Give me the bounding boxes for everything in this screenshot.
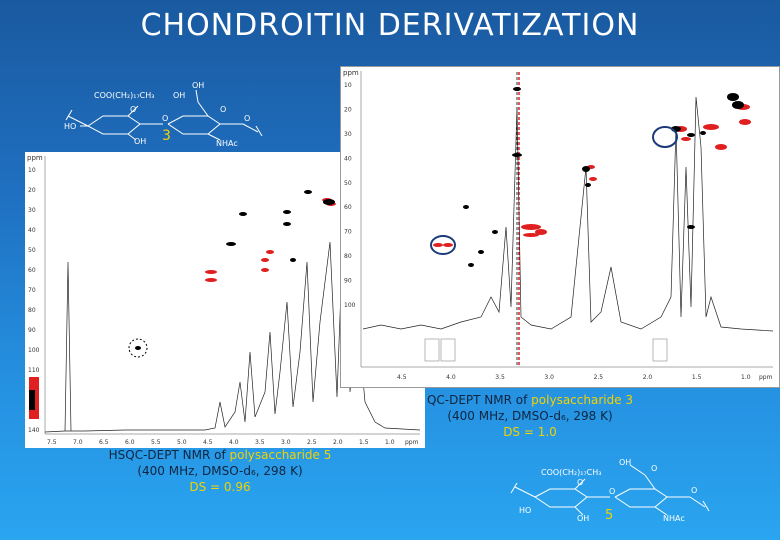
structure-bottom-o3: O xyxy=(651,464,657,473)
right-x-tick-label: 2.5 xyxy=(594,374,604,381)
left-x-tick-label: 7.5 xyxy=(47,439,57,446)
left-x-tick-label: 2.5 xyxy=(307,439,317,446)
left-x-tick-label: 7.0 xyxy=(73,439,83,446)
caption-right-prefix: QC-DEPT NMR of xyxy=(426,393,532,407)
right-ppm-label: ppm xyxy=(343,69,359,77)
right-x-tick-label: 2.0 xyxy=(643,374,653,381)
structure-top-oh-a: OH xyxy=(173,91,185,100)
left-x-tick-label: 6.5 xyxy=(99,439,109,446)
structure-top-oh-c: OH xyxy=(134,137,146,146)
right-y-tick-label: 60 xyxy=(344,204,352,211)
left-ppm-label: ppm xyxy=(27,154,43,162)
left-y-tick-label: 100 xyxy=(28,347,40,354)
caption-left-prefix: HSQC-DEPT NMR of xyxy=(108,448,230,462)
left-y-tick-label: 30 xyxy=(28,207,36,214)
right-x-tick-label: 4.0 xyxy=(446,374,456,381)
left-x-tick-label: 5.5 xyxy=(151,439,161,446)
left-x-tick-label: 2.0 xyxy=(333,439,343,446)
left-y-tick-label: 70 xyxy=(28,287,36,294)
caption-right-ds: DS = 1.0 xyxy=(503,425,557,439)
right-y-tick-label: 20 xyxy=(344,106,352,113)
right-y-tick-label: 30 xyxy=(344,131,352,138)
left-y-tick-label: 60 xyxy=(28,267,36,274)
compound-number-5: 5 xyxy=(605,508,613,523)
structure-top-substituent: COO(CH₂)₁₇CH₃ xyxy=(94,91,154,100)
hsqc-spectrum-polysaccharide-3: ppm 10 20 30 40 50 60 70 80 90 100 4.5 4.0 3.5 3.0 2.… xyxy=(340,66,780,388)
structure-top-o1: O xyxy=(130,105,136,114)
right-x-tick-label: 4.5 xyxy=(397,374,407,381)
structure-bottom-o2: O xyxy=(609,487,615,496)
structure-top-nhac: NHAc xyxy=(216,139,238,148)
left-y-tick-label: 80 xyxy=(28,307,36,314)
left-x-tick-label: 1.5 xyxy=(359,439,369,446)
left-highlight-circle xyxy=(128,338,148,358)
left-y-tick-label: 140 xyxy=(28,427,40,434)
structure-bottom-oh-c: OH xyxy=(577,514,589,523)
left-x-axis: 7.5 7.0 6.5 6.0 5.5 5.0 4.5 4.0 3.5 3.0 2.5 2.0 1.5 1… xyxy=(47,439,419,446)
right-x-tick-label: 3.5 xyxy=(495,374,505,381)
left-x-tick-label: 3.0 xyxy=(281,439,291,446)
structure-bottom-o1: O xyxy=(577,478,583,487)
caption-left-highlight: polysaccharide 5 xyxy=(229,448,332,462)
structure-top-o2: O xyxy=(162,114,168,123)
right-y-tick-label: 50 xyxy=(344,180,352,187)
right-x-tick-label: 1.0 xyxy=(741,374,751,381)
structure-bottom-nhac: NHAc xyxy=(663,514,685,523)
left-y-tick-label: 20 xyxy=(28,187,36,194)
left-x-tick-label: 1.0 xyxy=(385,439,395,446)
left-x-unit: ppm xyxy=(405,439,419,446)
right-y-tick-label: 90 xyxy=(344,278,352,285)
right-x-axis: 4.5 4.0 3.5 3.0 2.5 2.0 1.5 1.0 ppm xyxy=(397,374,773,381)
left-y-tick-label: 10 xyxy=(28,167,36,174)
caption-left-conditions: (400 MHz, DMSO-d₆, 298 K) xyxy=(137,464,303,478)
right-y-tick-label: 80 xyxy=(344,253,352,260)
right-highlight-circle-b xyxy=(652,126,678,148)
structure-bottom-o4: O xyxy=(691,486,697,495)
left-y-tick-label: 110 xyxy=(28,367,40,374)
structure-top-ho: HO xyxy=(64,122,76,131)
left-red-solvent-peak xyxy=(29,377,39,419)
right-x-unit: ppm xyxy=(759,374,773,381)
caption-polysaccharide-3: QC-DEPT NMR of polysaccharide 3 (400 MHz… xyxy=(415,392,645,440)
structure-top-o4: O xyxy=(244,114,250,123)
right-y-tick-label: 40 xyxy=(344,155,352,162)
left-x-tick-label: 4.5 xyxy=(203,439,213,446)
structure-bottom-ho: HO xyxy=(519,506,531,515)
structure-compound-3: COO(CH₂)₁₇CH₃ OH OH O O O O HO OH NHAc 3 xyxy=(64,81,263,148)
caption-right-highlight: polysaccharide 3 xyxy=(531,393,634,407)
left-x-tick-label: 3.5 xyxy=(255,439,265,446)
right-1d-trace xyxy=(362,96,774,332)
structure-bottom-substituent: COO(CH₂)₁₇CH₃ xyxy=(541,468,601,477)
caption-left-ds: DS = 0.96 xyxy=(189,480,251,494)
left-y-tick-label: 90 xyxy=(28,327,36,334)
slide-title: CHONDROITIN DERIVATIZATION xyxy=(140,8,640,43)
caption-polysaccharide-5: HSQC-DEPT NMR of polysaccharide 5 (400 M… xyxy=(95,447,345,495)
right-y-tick-label: 100 xyxy=(344,302,356,309)
right-y-tick-label: 70 xyxy=(344,229,352,236)
structure-bottom-oh-a: OH xyxy=(619,458,631,467)
right-positive-peaks xyxy=(463,87,744,267)
right-highlight-circle-a xyxy=(430,235,456,255)
left-x-tick-label: 6.0 xyxy=(125,439,135,446)
right-x-tick-label: 3.0 xyxy=(544,374,554,381)
structure-compound-5: COO(CH₂)₁₇CH₃ OH O O O O HO OH NHAc 5 xyxy=(510,458,710,523)
left-y-tick-label: 50 xyxy=(28,247,36,254)
left-positive-peaks xyxy=(135,186,348,350)
right-y-tick-label: 10 xyxy=(344,82,352,89)
structure-top-o3: O xyxy=(220,105,226,114)
right-x-tick-label: 1.5 xyxy=(692,374,702,381)
right-y-axis: 10 20 30 40 50 60 70 80 90 100 xyxy=(344,82,356,309)
compound-number-3: 3 xyxy=(162,128,171,144)
caption-right-conditions: (400 MHz, DMSO-d₆, 298 K) xyxy=(447,409,613,423)
left-x-tick-label: 5.0 xyxy=(177,439,187,446)
structure-top-oh-b: OH xyxy=(192,81,204,90)
left-x-tick-label: 4.0 xyxy=(229,439,239,446)
left-y-tick-label: 40 xyxy=(28,227,36,234)
